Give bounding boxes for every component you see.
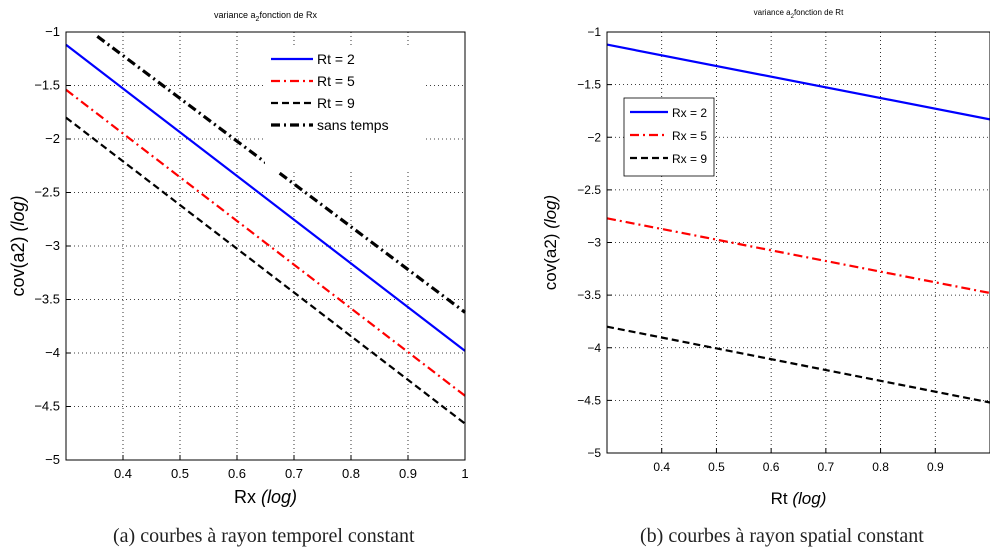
- chart-title-rest: fonction de Rt: [794, 8, 844, 17]
- y-axis-label: cov(a2) (log): [541, 195, 560, 290]
- plot-area: [607, 32, 990, 453]
- y-tick-label: −1: [45, 24, 60, 39]
- x-tick-label: 0.9: [927, 460, 944, 474]
- caption-b: (b) courbes à rayon spatial constant: [640, 525, 924, 547]
- legend-entry: Rt = 2: [317, 51, 355, 67]
- chart-title: variance a2fonction de Rt: [754, 8, 844, 20]
- y-tick-label: −3.5: [577, 288, 601, 302]
- x-tick-label: 0.6: [763, 460, 780, 474]
- x-axis-label-main: Rx: [234, 487, 261, 507]
- y-tick-label: −4: [45, 345, 60, 360]
- series-line-sans-temps: [96, 35, 466, 314]
- chart-a: 0.4 0.5 0.6 0.7 0.8 0.9 1 −5 −4.5 −4 −3.5 −3 −2.5 −2 −…: [8, 10, 469, 507]
- x-tick-label: 0.5: [171, 466, 189, 481]
- figure: 0.4 0.5 0.6 0.7 0.8 0.9 1 −5 −4.5 −4 −3.5 −3 −2.5 −2 −…: [8, 8, 990, 508]
- x-tick-label: 0.9: [399, 466, 417, 481]
- x-axis-label-suffix: (log): [261, 487, 297, 507]
- y-tick-label: −3: [587, 236, 601, 250]
- y-tick-label: −3: [45, 238, 60, 253]
- legend-entry: Rx = 2: [672, 106, 707, 120]
- series-line-rx-9: [606, 325, 990, 404]
- chart-title-rest: fonction de Rx: [259, 10, 317, 20]
- x-tick-label: 0.6: [228, 466, 246, 481]
- y-tick-label: −2: [587, 130, 601, 144]
- y-tick-label: −1: [587, 25, 601, 39]
- legend-entry: Rx = 5: [672, 129, 707, 143]
- series-line-rt-5: [65, 88, 466, 397]
- series-line-rx-5: [606, 217, 990, 295]
- y-tick-label: −1.5: [34, 78, 60, 93]
- chart-title-main: variance a: [214, 10, 256, 20]
- x-axis-label-suffix: (log): [792, 489, 826, 508]
- legend-entry: sans temps: [317, 117, 389, 133]
- y-tick-label: −5: [587, 446, 601, 460]
- x-axis-label-main: Rt: [771, 489, 793, 508]
- x-tick-label: 0.7: [285, 466, 303, 481]
- series-line-rx-2: [606, 43, 990, 121]
- chart-title: variance a2fonction de Rx: [214, 10, 317, 23]
- legend-entry: Rx = 9: [672, 152, 707, 166]
- y-axis-label-main: cov(a2): [8, 231, 28, 296]
- x-tick-label: 0.7: [818, 460, 835, 474]
- chart-title-subscript: 2: [791, 14, 795, 20]
- y-tick-label: −3.5: [34, 292, 60, 307]
- y-tick-label: −2.5: [577, 183, 601, 197]
- chart-title-subscript: 2: [256, 16, 260, 23]
- x-axis-label: Rt (log): [771, 489, 827, 508]
- y-tick-label: −1.5: [577, 78, 601, 92]
- series-line-rt-9: [65, 116, 466, 425]
- x-tick-label: 0.4: [653, 460, 670, 474]
- y-tick-label: −4.5: [34, 399, 60, 414]
- y-tick-label: −4.5: [577, 393, 601, 407]
- legend: Rt = 2 Rt = 5 Rt = 9 sans temps: [265, 45, 423, 172]
- legend-entry: Rt = 9: [317, 95, 355, 111]
- chart-b: 0.4 0.5 0.6 0.7 0.8 0.9 −5 −4.5 −4 −3.5 −3 −2.5 −2 −1…: [541, 8, 990, 508]
- x-tick-label: 0.5: [708, 460, 725, 474]
- x-tick-label: 0.8: [342, 466, 360, 481]
- chart-title-main: variance a: [754, 8, 791, 17]
- y-axis-label-suffix: (log): [8, 195, 28, 231]
- legend: Rx = 2 Rx = 5 Rx = 9: [623, 97, 715, 177]
- y-axis-label-suffix: (log): [541, 195, 560, 229]
- y-axis-label: cov(a2) (log): [8, 195, 28, 296]
- x-axis-label: Rx (log): [234, 487, 297, 507]
- y-tick-label: −5: [45, 452, 60, 467]
- y-tick-label: −2: [45, 131, 60, 146]
- series-line-rt-2: [65, 43, 466, 352]
- y-axis-label-main: cov(a2): [541, 229, 560, 290]
- legend-entry: Rt = 5: [317, 73, 355, 89]
- y-tick-label: −2.5: [34, 185, 60, 200]
- x-tick-label: 0.4: [114, 466, 132, 481]
- x-tick-label: 0.8: [872, 460, 889, 474]
- x-tick-label: 1: [461, 466, 468, 481]
- caption-a: (a) courbes à rayon temporel constant: [113, 525, 415, 547]
- y-tick-label: −4: [587, 341, 601, 355]
- legend-box: [265, 45, 423, 172]
